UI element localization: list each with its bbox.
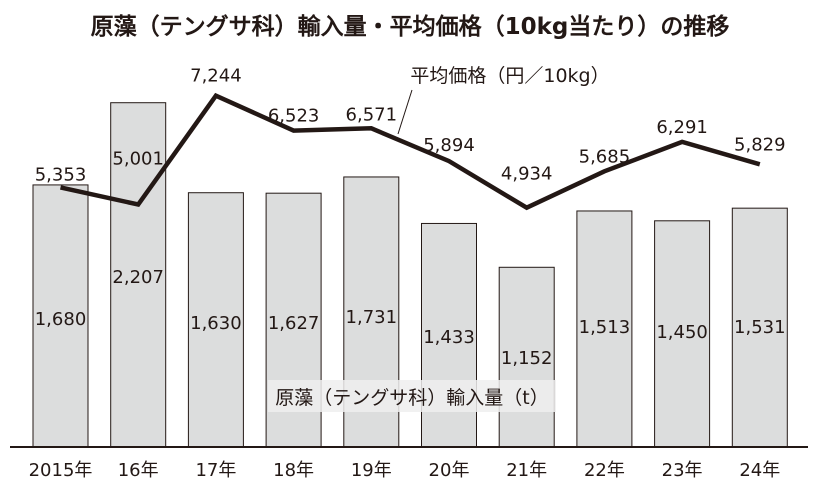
x-tick-label: 18年 <box>273 460 314 481</box>
bar-value-label: 1,531 <box>734 317 786 338</box>
x-tick-label: 23年 <box>662 460 703 481</box>
bar-value-label: 1,450 <box>656 322 708 343</box>
legend-bar-bg <box>268 380 556 412</box>
legend-line-series: 平均価格（円／10kg） <box>410 65 609 87</box>
bar <box>110 102 167 448</box>
line-value-label: 5,685 <box>579 146 631 167</box>
line-value-label: 7,244 <box>190 66 242 87</box>
bar-value-label: 1,731 <box>346 307 398 328</box>
line-value-label: 5,353 <box>35 164 87 185</box>
bar <box>576 210 633 448</box>
x-tick-label: 20年 <box>429 460 470 481</box>
bar-value-label: 1,433 <box>423 327 475 348</box>
x-tick-label: 24年 <box>739 460 780 481</box>
price-line <box>60 92 761 211</box>
legend-leader-line <box>397 89 413 135</box>
bar-value-label: 1,513 <box>579 317 631 338</box>
x-tick-label: 21年 <box>506 460 547 481</box>
bar-value-label: 2,207 <box>112 267 164 288</box>
bar-value-label: 1,627 <box>268 313 320 334</box>
bar-value-labels: 1,680 2,207 1,630 1,627 1,731 1,433 1,152 1,513… <box>35 267 786 369</box>
x-tick-labels: 2015年 16年 17年 18年 19年 20年 21年 22年 23年 24年 <box>29 460 781 481</box>
x-tick-label: 22年 <box>584 460 625 481</box>
x-tick-label: 2015年 <box>29 460 93 481</box>
line-value-label: 6,571 <box>346 104 398 125</box>
legend-bar-series: 原藻（テングサ科）輸入量（t） <box>275 387 548 409</box>
line-value-label: 6,291 <box>656 117 708 138</box>
bar <box>187 192 244 448</box>
line-value-label: 6,523 <box>268 106 320 127</box>
line-value-label: 4,934 <box>501 164 553 185</box>
bar-value-label: 1,680 <box>35 309 87 330</box>
x-tick-label: 17年 <box>195 460 236 481</box>
line-value-label: 5,894 <box>423 135 475 156</box>
line-value-label: 5,829 <box>734 134 786 155</box>
line-value-labels: 5,353 5,001 7,244 6,523 6,571 5,894 4,934 5,685… <box>35 66 786 186</box>
x-tick-label: 16年 <box>118 460 159 481</box>
line-value-label: 5,001 <box>112 148 164 169</box>
x-tick-label: 19年 <box>351 460 392 481</box>
bar-value-label: 1,630 <box>190 313 242 334</box>
bar <box>32 184 89 448</box>
bar-value-label: 1,152 <box>501 348 553 369</box>
bar <box>731 207 788 448</box>
chart-title: 原藻（テングサ科）輸入量・平均価格（10kg当たり）の推移 <box>91 13 730 40</box>
